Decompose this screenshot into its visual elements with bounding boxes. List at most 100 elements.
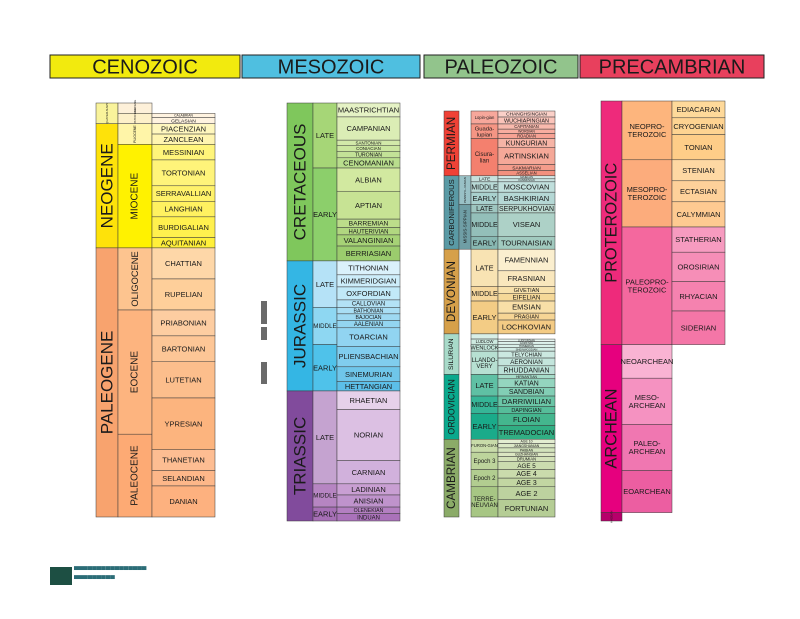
stage-priabonian [151,309,216,337]
period-carboniferous-label: CARBONIFEROUS [447,179,456,245]
period-triassic-label: TRIASSIC [291,417,310,495]
logo-mark [50,567,72,585]
era-mesopro-terozoic [621,159,673,228]
stage-tithonian-label: TITHONIAN [348,264,388,273]
epoch-early-label: EARLY [313,510,337,519]
column-mesozoic: CRETACEOUS JURASSIC TRIASSIC LATE EARLY LATE M… [286,102,401,521]
stage-katian-label: KATIAN [514,381,538,388]
eon-proterozoic-label: PROTEROZOIC [603,163,621,283]
epoch-early-label: EARLY [472,194,496,203]
subperiod-pennsyl-vanian-label: PENNSYL-VANIAN [463,177,467,203]
epoch-early-label: EARLY [472,238,496,247]
epoch-late-label: LATE [316,131,334,140]
stage-anisian-label: ANISIAN [353,497,383,506]
stage-floian-label: FLOIAN [513,415,540,424]
era-eoarchean [621,470,673,513]
stage-aptian-label: APTIAN [355,201,382,210]
stage-pliensbachian-label: PLIENSBACHIAN [338,352,398,361]
epoch-eocene-label: EOCENE [130,351,141,394]
stage-asselian-label: ASSELIAN [516,171,536,176]
epoch-pleistocene-label: PLEISTOCENE [133,108,137,129]
epoch-epoch-3-label: Epoch 3 [474,459,497,465]
eon-hadean-label: HADEAN [610,511,614,524]
stage-fortunian-label: FORTUNIAN [505,504,549,513]
period-jurassic-label: JURASSIC [291,284,310,368]
period-quater-nary-label: QUATER-NARY [105,103,109,125]
stage-frasnian-label: FRASNIAN [508,274,546,283]
stage-santonian-label: SANTONIAN [356,141,382,146]
era-neoarchean-label: NEOARCHEAN [621,357,674,366]
period-paleogene-label: PALEOGENE [98,331,117,435]
stage-moscovian-label: MOSCOVIAN [504,183,550,192]
stage-toarcian-label: TOARCIAN [349,333,388,342]
stage-gzhelian-label: GZHELIAN [520,175,533,179]
period-statherian-label: STATHERIAN [675,235,721,244]
epoch-late [312,390,338,485]
period-tonian-label: TONIAN [684,143,712,152]
stage-kungurian-label: KUNGURIAN [506,140,547,147]
epoch-miocene [117,144,153,249]
era-paleopro-terozoic-label: PALEOPRO-TEROZOIC [625,277,669,294]
epoch-holocene-label: HOLOCENE [133,100,137,117]
header-cenozoic [49,54,241,79]
era-paleopro-terozoic [621,226,673,345]
epoch-late-label: LATE [316,280,334,289]
stage-dapingian-label: DAPINGIAN [511,408,541,414]
epoch-late-label: LATE [479,177,491,183]
epoch-late-label: LATE [475,381,493,390]
era-meso-archean [621,377,673,425]
stage-tortonian [151,159,216,187]
stage-tortonian-label: TORTONIAN [162,168,206,177]
stage-emsian-label: EMSIAN [512,303,541,312]
header-precambrian [579,54,765,79]
side-mark [261,301,267,324]
stage-hettangian-label: HETTANGIAN [345,382,392,391]
stage-rhuddanian-label: RHUDDANIAN [503,368,549,375]
stage-selandian-label: SELANDIAN [162,474,205,483]
side-marks [261,301,267,384]
epoch-lopin-gian-label: Lopin-gian [475,115,495,120]
epoch-eocene [117,309,153,435]
epoch-early [312,167,338,262]
stage-darriwilian-label: DARRIWILIAN [502,397,551,406]
epoch-epoch-2-label: Epoch 2 [474,476,497,482]
stage-gorstian-label: GORSTIAN [520,341,534,345]
epoch-middle [312,307,338,345]
epoch-pliocene-label: PLIOCENE [133,125,137,143]
side-mark [261,327,267,340]
stage-callovian-label: CALLOVIAN [352,302,385,308]
period-jurassic [286,260,314,392]
stage-age-5-label: AGE 5 [517,463,536,470]
header-label: MESOZOIC [278,57,385,79]
stage-danian-label: DANIAN [169,497,197,506]
period-cambrian [443,439,460,518]
stage-age-2-label: AGE 2 [515,489,537,498]
epoch-middle-label: MIDDLE [471,402,498,409]
stage-cenomanian-label: CENOMANIAN [343,159,394,168]
stage-norian-label: NORIAN [354,431,383,440]
stage-thanetian-label: THANETIAN [162,456,205,465]
stage-bajocian-label: BAJOCIAN [356,315,382,321]
epoch-late-label: LATE [316,433,334,442]
epoch-cisura-lian-label: Cisura-lian [475,152,494,164]
epoch-llando-very-label: LLANDO-VERY [472,358,498,370]
era-meso-archean-label: MESO-ARCHEAN [629,393,666,410]
epoch-furon-gian-label: FURON-GIAN [471,443,498,448]
column-precambrian: PROTEROZOIC ARCHEAN HADEAN NEOPRO-TEROZOIC M… [600,100,726,524]
stage-rhaetian-label: RHAETIAN [350,396,388,405]
stage-serpukhovian-label: SERPUKHOVIAN [499,206,554,213]
period-ordovician-label: ORDOVICIAN [447,379,457,434]
period-tonian [671,134,726,161]
epoch-early-label: EARLY [313,210,337,219]
stage-carnian-label: CARNIAN [352,468,386,477]
stage-olenekian-label: OLENEKIAN [354,508,384,514]
period-ediacaran-label: EDIACARAN [677,105,721,114]
epoch-early [470,300,499,335]
stage-homerian-label: HOMERIAN [519,344,534,348]
stage-lutetian [151,361,216,399]
epoch-early-label: EARLY [313,363,337,372]
stage-bathonian-label: BATHONIAN [354,308,384,314]
era-paleo-archean-label: PALEO-ARCHEAN [629,439,666,456]
epoch-late-label: LATE [475,263,493,272]
